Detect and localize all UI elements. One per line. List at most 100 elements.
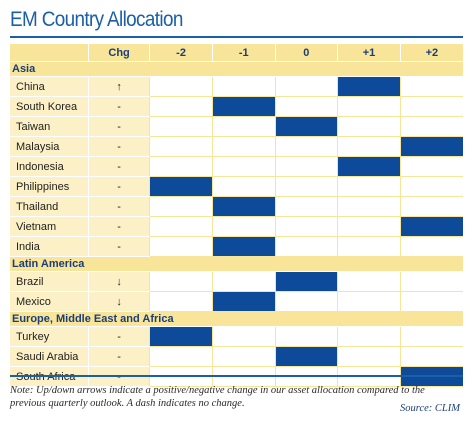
allocation-cell (149, 136, 213, 157)
allocation-marker (274, 346, 338, 367)
allocation-cell (337, 346, 401, 367)
allocation-cell (211, 346, 276, 367)
allocation-marker (211, 196, 276, 217)
allocation-cell (337, 291, 401, 312)
allocation-cell (211, 116, 276, 137)
allocation-cell (149, 346, 213, 367)
allocation-cell (337, 136, 401, 157)
table-row: Vietnam - (10, 216, 463, 237)
allocation-marker (274, 116, 338, 137)
allocation-cell (399, 196, 463, 217)
allocation-cell (337, 96, 401, 117)
header-rating: -2 (149, 44, 213, 62)
allocation-cell (274, 216, 338, 237)
country-name: South Korea (10, 96, 89, 117)
table-row: Brazil ↓ (10, 271, 463, 292)
table-row: Taiwan - (10, 116, 463, 137)
allocation-cell (274, 236, 338, 257)
allocation-cell (149, 196, 213, 217)
allocation-marker (337, 76, 401, 97)
footer-rule (10, 375, 463, 377)
table-row: Philippines - (10, 176, 463, 197)
change-indicator: - (87, 216, 150, 237)
allocation-marker (337, 156, 401, 177)
country-name: Saudi Arabia (10, 346, 89, 367)
country-name: Taiwan (10, 116, 89, 137)
allocation-cell (149, 96, 213, 117)
allocation-cell (211, 176, 276, 197)
change-indicator: - (87, 156, 150, 177)
table-row: Turkey - (10, 326, 463, 347)
allocation-marker (149, 326, 213, 347)
change-indicator: - (87, 136, 150, 157)
allocation-marker (399, 216, 463, 237)
allocation-cell (149, 236, 213, 257)
header-rating: -1 (211, 44, 276, 62)
allocation-cell (399, 236, 463, 257)
allocation-cell (399, 346, 463, 367)
allocation-cell (399, 326, 463, 347)
table-row: China ↑ (10, 76, 463, 97)
table-row: Malaysia - (10, 136, 463, 157)
header-rating: 0 (274, 44, 338, 62)
change-indicator: ↑ (87, 76, 150, 97)
table-row: Saudi Arabia - (10, 346, 463, 367)
country-name: China (10, 76, 89, 97)
allocation-cell (337, 271, 401, 292)
region-row: Latin America (10, 256, 463, 272)
allocation-cell (337, 216, 401, 237)
change-indicator: - (87, 346, 150, 367)
allocation-cell (274, 291, 338, 312)
allocation-cell (399, 271, 463, 292)
allocation-cell (211, 156, 276, 177)
allocation-cell (211, 326, 276, 347)
allocation-cell (211, 271, 276, 292)
table-row: Mexico ↓ (10, 291, 463, 312)
header-chg: Chg (87, 44, 150, 62)
table-header-row: Chg -2 -1 0 +1 +2 (10, 44, 463, 62)
allocation-cell (337, 236, 401, 257)
allocation-cell (149, 291, 213, 312)
allocation-cell (149, 216, 213, 237)
page-title: EM Country Allocation (10, 8, 183, 31)
change-indicator: - (87, 326, 150, 347)
allocation-cell (274, 326, 338, 347)
country-name: Philippines (10, 176, 89, 197)
allocation-cell (399, 291, 463, 312)
change-indicator: - (87, 176, 150, 197)
header-rating: +2 (399, 44, 463, 62)
allocation-cell (149, 116, 213, 137)
country-name: Vietnam (10, 216, 89, 237)
allocation-cell (274, 96, 338, 117)
country-name: Turkey (10, 326, 89, 347)
change-indicator: - (87, 96, 150, 117)
allocation-cell (399, 96, 463, 117)
allocation-cell (337, 176, 401, 197)
allocation-cell (211, 136, 276, 157)
title-rule (10, 36, 463, 38)
table-row: India - (10, 236, 463, 257)
allocation-marker (274, 271, 338, 292)
allocation-marker (211, 291, 276, 312)
allocation-cell (337, 196, 401, 217)
region-row: Asia (10, 61, 463, 77)
allocation-cell (149, 271, 213, 292)
allocation-cell (274, 76, 338, 97)
table-body: Asia China ↑ South Korea - Taiwan - Malaysia - In… (10, 61, 463, 387)
source-credit: Source: CLIM (400, 403, 460, 414)
country-name: Mexico (10, 291, 89, 312)
allocation-cell (399, 76, 463, 97)
allocation-cell (399, 156, 463, 177)
change-indicator: ↓ (87, 291, 150, 312)
table-row: South Korea - (10, 96, 463, 117)
allocation-table: Chg -2 -1 0 +1 +2 Asia China ↑ South Korea -… (10, 44, 463, 387)
change-indicator: ↓ (87, 271, 150, 292)
country-name: India (10, 236, 89, 257)
change-indicator: - (87, 236, 150, 257)
change-indicator: - (87, 116, 150, 137)
region-row: Europe, Middle East and Africa (10, 311, 463, 327)
country-name: Malaysia (10, 136, 89, 157)
country-name: Brazil (10, 271, 89, 292)
table-row: Thailand - (10, 196, 463, 217)
allocation-marker (399, 136, 463, 157)
